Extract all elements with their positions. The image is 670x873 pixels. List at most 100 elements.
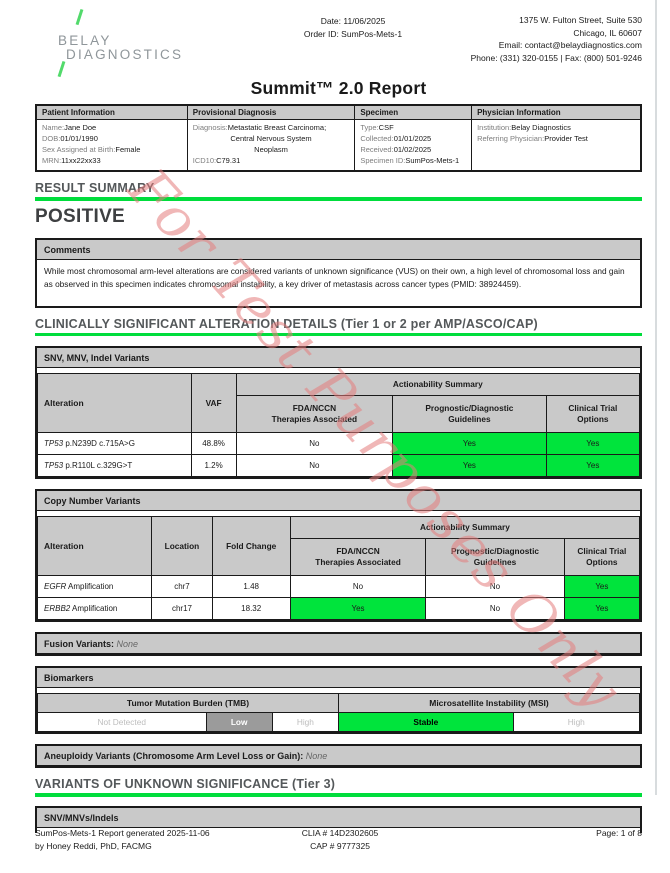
spacer xyxy=(37,688,640,693)
lab-email: Email: contact@belaydiagnostics.com xyxy=(498,40,642,50)
snv-col-alteration: Alteration xyxy=(37,373,192,433)
snv-col-vaf: VAF xyxy=(190,373,237,433)
page-edge-line xyxy=(655,0,657,795)
belay-logo: BELAY DIAGNOSTICS xyxy=(35,9,220,77)
snv-bar-title: SNV, MNV, Indel Variants xyxy=(37,348,640,368)
vus-section-title: VARIANTS OF UNKNOWN SIGNIFICANCE (Tier 3… xyxy=(35,777,336,791)
cnv-variants-box: Copy Number Variants Alteration Location… xyxy=(35,489,642,622)
lab-phone-fax: Phone: (331) 320-0155 | Fax: (800) 501-9… xyxy=(470,52,642,63)
footer-cap: CAP # 9777325 xyxy=(310,841,370,851)
snv-table: Alteration VAF Actionability Summary FDA… xyxy=(37,373,641,477)
cnv-col-prognostic: Prognostic/Diagnostic Guidelines xyxy=(425,538,565,576)
report-page: BELAY DIAGNOSTICS Date: 11/06/2025 Order… xyxy=(35,0,642,833)
snv-col-prognostic: Prognostic/Diagnostic Guidelines xyxy=(392,395,547,433)
msi-header: Microsatellite Instability (MSI) xyxy=(337,693,641,713)
msi-high: High xyxy=(512,712,641,732)
report-header: BELAY DIAGNOSTICS Date: 11/06/2025 Order… xyxy=(35,0,642,77)
patient-info-header-row: Patient Information Provisional Diagnosi… xyxy=(35,104,642,120)
result-summary-section: RESULT SUMMARY xyxy=(35,181,642,201)
snv-prognostic-value: Yes xyxy=(392,432,547,455)
snv-prognostic-value: Yes xyxy=(392,454,547,477)
cnv-alteration: ERBB2 Amplification xyxy=(36,597,153,620)
result-value: POSITIVE xyxy=(35,205,126,227)
section-divider xyxy=(35,332,642,336)
snv-alteration: TP53 p.R110L c.329G>T xyxy=(37,454,192,477)
section-divider xyxy=(35,793,642,797)
cnv-col-clinical-trial: Clinical Trial Options xyxy=(563,538,641,576)
comments-header-bar: Comments xyxy=(37,239,640,260)
footer-generated-block: SumPos-Mets-1 Report generated 2025-11-0… xyxy=(35,827,260,853)
specimen-header: Specimen xyxy=(354,104,473,120)
cnv-fold-change: 18.32 xyxy=(211,597,291,620)
cnv-col-actionability: Actionability Summary xyxy=(289,516,641,539)
physician-info-cell: Institution:Belay Diagnostics Referring … xyxy=(471,119,642,172)
comments-box: Comments While most chromosomal arm-leve… xyxy=(35,237,642,308)
provisional-diagnosis-header: Provisional Diagnosis xyxy=(186,104,356,120)
diagnosis-line3: Neoplasm xyxy=(254,145,288,154)
section-divider xyxy=(35,197,642,201)
tmb-not-detected: Not Detected xyxy=(37,712,207,732)
diagnosis-icd10: ICD10:C79.31 xyxy=(192,156,241,165)
physician-info-header: Physician Information xyxy=(471,104,642,120)
cnv-header-row1: Alteration Location Fold Change Actionab… xyxy=(36,516,641,576)
cnv-location: chr17 xyxy=(151,597,213,620)
spacer xyxy=(37,511,640,516)
specimen-cell: Type:CSF Collected:01/01/2025 Received:0… xyxy=(354,119,473,172)
table-row: TP53 p.R110L c.329G>T 1.2% No Yes Yes xyxy=(37,454,641,477)
logo-slash-icon xyxy=(57,61,65,77)
cnv-fda-value: Yes xyxy=(289,597,427,620)
snv-col-clinical-trial: Clinical Trial Options xyxy=(545,395,641,433)
cnv-prognostic-value: No xyxy=(425,575,565,598)
cnv-col-alteration: Alteration xyxy=(36,516,153,576)
snv-header-row1: Alteration VAF Actionability Summary xyxy=(37,373,641,433)
snv-vaf: 48.8% xyxy=(190,432,237,455)
biomarkers-box: Biomarkers Tumor Mutation Burden (TMB) M… xyxy=(35,666,642,734)
report-footer: SumPos-Mets-1 Report generated 2025-11-0… xyxy=(35,827,642,853)
patient-sex: Sex Assigned at Birth:Female xyxy=(42,145,141,154)
biomarkers-table: Tumor Mutation Burden (TMB) Microsatelli… xyxy=(37,693,641,732)
specimen-id: Specimen ID:SumPos-Mets-1 xyxy=(360,156,460,165)
tmb-high: High xyxy=(271,712,339,732)
institution: Institution:Belay Diagnostics xyxy=(477,123,571,132)
cnv-col-location: Location xyxy=(151,516,213,576)
footer-generated-line1: SumPos-Mets-1 Report generated 2025-11-0… xyxy=(35,828,210,838)
logo-line2: DIAGNOSTICS xyxy=(66,46,184,62)
logo-line1: BELAY xyxy=(58,33,112,48)
diagnosis-line2: Central Nervous System xyxy=(230,134,312,143)
patient-info-cell: Name:Jane Doe DOB:01/01/1990 Sex Assigne… xyxy=(35,119,188,172)
table-row: ERBB2 Amplification chr17 18.32 Yes No Y… xyxy=(36,597,641,620)
aneuploidy-bar: Aneuploidy Variants (Chromosome Arm Leve… xyxy=(37,746,640,766)
lab-address-line1: 1375 W. Fulton Street, Suite 530 xyxy=(519,15,642,25)
diagnosis-line1: Diagnosis:Metastatic Breast Carcinoma; xyxy=(192,123,327,132)
fusion-variants-box: Fusion Variants: None xyxy=(35,632,642,656)
snv-variants-box: SNV, MNV, Indel Variants Alteration VAF … xyxy=(35,346,642,479)
cnv-alteration: EGFR Amplification xyxy=(36,575,153,598)
referring-physician: Referring Physician:Provider Test xyxy=(477,134,588,143)
order-id: Order ID: SumPos-Mets-1 xyxy=(303,29,403,39)
footer-page-number: Page: 1 of 8 xyxy=(596,828,642,838)
cnv-fda-value: No xyxy=(289,575,427,598)
cnv-location: chr7 xyxy=(151,575,213,598)
snv-col-actionability: Actionability Summary xyxy=(235,373,641,396)
lab-contact-block: 1375 W. Fulton Street, Suite 530 Chicago… xyxy=(471,12,642,76)
report-title: Summit™ 2.0 Report xyxy=(250,78,427,98)
cnv-col-fold-change: Fold Change xyxy=(211,516,291,576)
cnv-header-row2: FDA/NCCN Therapies Associated Prognostic/… xyxy=(38,538,641,576)
alterations-section: CLINICALLY SIGNIFICANT ALTERATION DETAIL… xyxy=(35,317,642,336)
comments-text: While most chromosomal arm-level alterat… xyxy=(44,265,625,289)
biomarkers-header-row: Tumor Mutation Burden (TMB) Microsatelli… xyxy=(37,693,641,713)
snv-col-fda: FDA/NCCN Therapies Associated xyxy=(235,395,394,433)
order-info-block: Date: 11/06/2025 Order ID: SumPos-Mets-1 xyxy=(278,12,428,76)
aneuploidy-box: Aneuploidy Variants (Chromosome Arm Leve… xyxy=(35,744,642,768)
specimen-type: Type:CSF xyxy=(360,123,394,132)
patient-info-table: Patient Information Provisional Diagnosi… xyxy=(35,104,642,172)
snv-fda-value: No xyxy=(235,432,394,455)
msi-stable-selected: Stable xyxy=(337,712,514,732)
tmb-header: Tumor Mutation Burden (TMB) xyxy=(37,693,339,713)
biomarkers-bar: Biomarkers xyxy=(37,668,640,688)
tmb-low-selected: Low xyxy=(205,712,273,732)
cnv-clinical-value: Yes xyxy=(563,575,641,598)
vus-section: VARIANTS OF UNKNOWN SIGNIFICANCE (Tier 3… xyxy=(35,777,642,797)
report-date: Date: 11/06/2025 xyxy=(320,16,386,26)
fusion-variants-bar: Fusion Variants: None xyxy=(37,634,640,654)
